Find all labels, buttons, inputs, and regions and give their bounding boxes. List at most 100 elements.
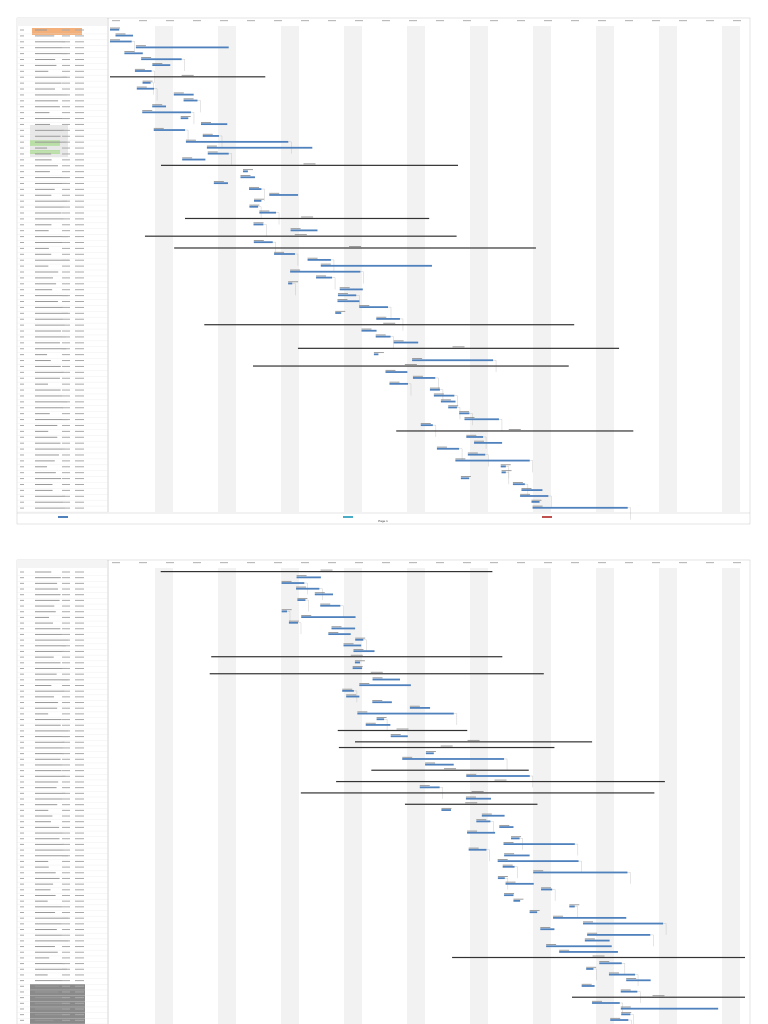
- duration-cell: [62, 472, 70, 474]
- task-name: [35, 171, 50, 173]
- id-cell: [20, 1008, 24, 1010]
- dependency-link: [490, 821, 494, 833]
- duration-cell: [62, 259, 70, 261]
- start-cell: [75, 218, 84, 220]
- duration-cell: [62, 860, 70, 862]
- sheet-border: [16, 17, 751, 525]
- id-cell: [20, 94, 24, 96]
- bar-label: [297, 597, 308, 599]
- bar-label: [207, 151, 218, 153]
- bar-label: [465, 796, 476, 798]
- start-cell: [75, 194, 84, 196]
- task-name: [35, 940, 69, 942]
- bar-label: [553, 915, 564, 917]
- task-bar: [281, 582, 305, 584]
- start-cell: [75, 401, 84, 403]
- task-name: [35, 605, 55, 607]
- bar-label: [467, 452, 478, 454]
- start-cell: [75, 424, 84, 426]
- task-name: [35, 832, 64, 834]
- id-cell: [20, 82, 24, 84]
- dependency-link: [297, 622, 302, 635]
- weekend-stripe: [722, 568, 731, 1024]
- bar-label: [253, 240, 264, 241]
- task-bar: [474, 441, 503, 444]
- summary-bar: [336, 780, 665, 783]
- task-bar: [620, 1007, 719, 1010]
- duration-cell: [62, 633, 70, 635]
- duration-cell: [62, 605, 70, 607]
- id-cell: [20, 118, 24, 120]
- summary-bar: [337, 729, 468, 732]
- task-bar: [183, 99, 198, 102]
- start-cell: [75, 912, 84, 913]
- duration-cell: [62, 354, 70, 356]
- task-bar: [354, 661, 361, 664]
- bar-label: [303, 163, 316, 165]
- start-cell: [75, 673, 84, 675]
- duration-cell: [62, 495, 70, 497]
- task-bar: [581, 985, 595, 987]
- task-name: [35, 141, 67, 143]
- task-bar: [259, 211, 277, 214]
- task-name: [35, 188, 55, 190]
- bar-label: [240, 175, 251, 176]
- task-name: [35, 872, 56, 874]
- bar-label: [346, 694, 357, 696]
- id-cell: [20, 100, 24, 102]
- task-name: [35, 804, 58, 806]
- timescale-label: [355, 20, 363, 22]
- task-bar: [207, 152, 229, 155]
- start-cell: [75, 165, 84, 167]
- timescale-label: [598, 20, 606, 22]
- task-bar: [142, 111, 191, 114]
- task-bar: [331, 627, 356, 630]
- dependency-link: [663, 923, 667, 935]
- dependency-link: [356, 295, 360, 308]
- start-cell: [75, 159, 84, 161]
- start-cell: [75, 571, 84, 573]
- duration-cell: [62, 985, 70, 987]
- id-cell: [20, 165, 24, 167]
- task-name: [35, 594, 61, 596]
- task-name: [35, 401, 68, 403]
- bar-label: [281, 580, 292, 582]
- duration-cell: [62, 147, 70, 149]
- task-bar: [467, 831, 496, 834]
- dependency-link: [505, 472, 509, 485]
- duration-cell: [62, 645, 70, 647]
- task-bar: [375, 335, 391, 338]
- task-bar: [249, 188, 262, 190]
- duration-cell: [62, 165, 70, 167]
- timescale-label: [166, 562, 174, 564]
- duration-cell: [62, 781, 70, 783]
- bar-label: [383, 322, 396, 324]
- duration-cell: [62, 923, 70, 925]
- id-cell: [20, 312, 24, 314]
- task-name: [35, 838, 60, 840]
- task-name: [35, 289, 53, 291]
- task-name: [35, 236, 69, 238]
- start-cell: [75, 460, 84, 462]
- task-bar: [301, 616, 356, 618]
- task-bar: [592, 1002, 620, 1004]
- start-cell: [75, 383, 84, 385]
- timescale-label: [679, 20, 687, 22]
- start-cell: [75, 679, 84, 681]
- task-name: [35, 159, 52, 161]
- dependency-link: [276, 212, 280, 225]
- bar-label: [153, 127, 164, 129]
- duration-cell: [62, 218, 70, 220]
- task-bar: [448, 406, 457, 409]
- duration-cell: [62, 460, 70, 462]
- task-name: [35, 985, 60, 987]
- duration-cell: [62, 129, 70, 131]
- bar-label: [521, 487, 532, 489]
- task-bar: [185, 140, 289, 143]
- id-cell: [20, 917, 24, 919]
- duration-cell: [62, 430, 70, 432]
- id-cell: [20, 182, 24, 184]
- task-bar: [316, 276, 333, 279]
- task-name: [35, 454, 59, 456]
- dependency-link: [294, 253, 299, 266]
